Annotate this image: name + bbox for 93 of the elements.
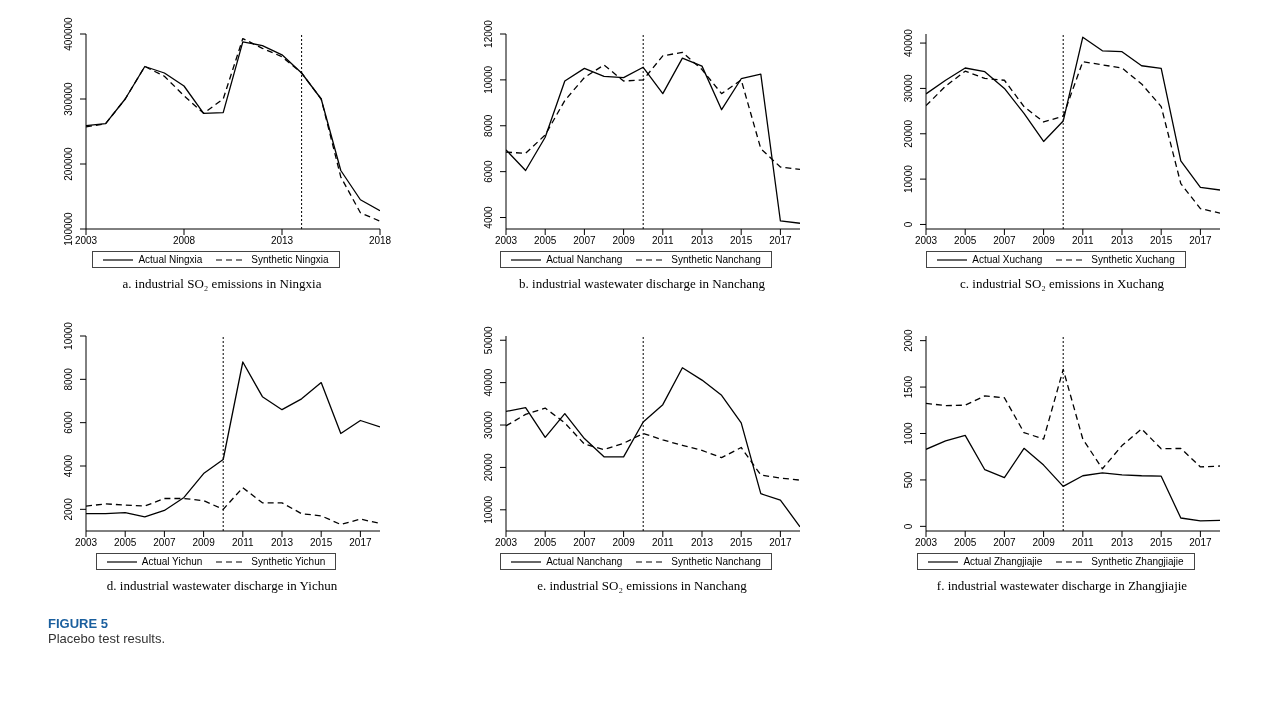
y-tick-label: 20000: [483, 453, 494, 482]
x-tick-label: 2015: [1150, 537, 1173, 549]
y-tick-label: 400000: [63, 16, 74, 51]
legend-label: Synthetic Yichun: [250, 556, 326, 567]
legend-label: Actual Yichun: [140, 556, 203, 567]
x-tick-label: 2003: [74, 235, 98, 247]
x-tick-label: 2003: [74, 537, 98, 549]
x-tick-label: 2013: [270, 537, 294, 549]
x-tick-label: 2011: [652, 537, 674, 549]
x-tick-label: 2017: [769, 235, 792, 247]
x-tick-label: 2011: [232, 537, 254, 549]
y-tick-label: 100000: [63, 211, 74, 246]
y-tick-label: 200000: [63, 146, 74, 181]
x-tick-label: 2005: [534, 537, 557, 549]
legend-label: Synthetic Zhangjiajie: [1090, 556, 1184, 567]
legend-label: Actual Nanchang: [545, 254, 623, 265]
x-tick-label: 2011: [1072, 537, 1094, 549]
x-tick-label: 2005: [954, 537, 977, 549]
y-tick-label: 20000: [903, 119, 914, 148]
text: f. industrial wastewater discharge in Zhangjiajie: [936, 578, 1188, 595]
x-tick-label: 2013: [1110, 235, 1134, 247]
legend-label: Synthetic Nanchang: [670, 254, 761, 265]
text: e. industrial SO₂ emissions in Nanchang: [537, 578, 747, 595]
x-tick-label: 2003: [914, 235, 938, 247]
y-tick-label: 1000: [903, 421, 914, 445]
x-tick-label: 2017: [349, 537, 372, 549]
x-tick-label: 2009: [1032, 235, 1056, 247]
y-tick-label: 4000: [63, 454, 74, 478]
y-tick-label: 50000: [483, 325, 494, 355]
y-tick-label: 30000: [903, 74, 914, 103]
y-tick-label: 40000: [903, 28, 914, 57]
x-tick-label: 2017: [769, 537, 792, 549]
x-tick-label: 2017: [1189, 235, 1212, 247]
legend-label: Actual Xuchang: [971, 254, 1043, 265]
x-tick-label: 2013: [690, 537, 714, 549]
y-tick-label: 10000: [483, 495, 494, 524]
x-tick-label: 2009: [612, 537, 636, 549]
x-tick-label: 2013: [690, 235, 714, 247]
x-tick-label: 2007: [993, 235, 1016, 247]
y-tick-label: 10000: [63, 321, 74, 350]
y-tick-label: 500: [903, 471, 914, 489]
x-tick-label: 2013: [270, 235, 294, 247]
y-tick-label: 1500: [903, 375, 914, 399]
x-tick-label: 2009: [612, 235, 636, 247]
x-tick-label: 2009: [192, 537, 216, 549]
legend-label: Actual Zhangjiajie: [962, 556, 1043, 567]
x-tick-label: 2005: [534, 235, 557, 247]
y-tick-label: 8000: [483, 114, 494, 137]
y-tick-label: 2000: [903, 329, 914, 352]
x-tick-label: 2007: [993, 537, 1016, 549]
x-tick-label: 2003: [494, 235, 518, 247]
x-tick-label: 2005: [114, 537, 137, 549]
text: c. industrial SO₂ emissions in Xuchang: [960, 276, 1164, 293]
x-tick-label: 2011: [1072, 235, 1094, 247]
x-tick-label: 2015: [730, 537, 753, 549]
x-tick-label: 2017: [1189, 537, 1212, 549]
legend-label: Actual Ningxia: [137, 254, 203, 265]
y-tick-label: 0: [903, 523, 914, 530]
x-tick-label: 2015: [310, 537, 333, 549]
y-tick-label: 10000: [483, 65, 494, 94]
y-tick-label: 2000: [63, 497, 74, 521]
y-tick-label: 30000: [483, 410, 494, 439]
legend-label: Actual Nanchang: [545, 556, 623, 567]
text: d. industrial wastewater discharge in Yichun: [106, 578, 338, 595]
x-tick-label: 2003: [914, 537, 938, 549]
text: Placebo test results.: [48, 631, 167, 646]
x-tick-label: 2005: [954, 235, 977, 247]
legend-label: Synthetic Nanchang: [670, 556, 761, 567]
x-tick-label: 2011: [652, 235, 674, 247]
caption: FIGURE 5: [48, 616, 109, 631]
y-tick-label: 300000: [63, 81, 74, 116]
text: b. industrial wastewater discharge in Nanchang: [519, 276, 765, 293]
legend-label: Synthetic Ningxia: [250, 254, 329, 265]
x-tick-label: 2007: [573, 537, 596, 549]
y-tick-label: 8000: [63, 367, 74, 391]
y-tick-label: 6000: [63, 411, 74, 434]
legend-label: Synthetic Xuchang: [1090, 254, 1175, 265]
x-tick-label: 2003: [494, 537, 518, 549]
text: a. industrial SO₂ emissions in Ningxia: [122, 276, 322, 293]
x-tick-label: 2007: [153, 537, 176, 549]
y-tick-label: 40000: [483, 368, 494, 397]
x-tick-label: 2015: [730, 235, 753, 247]
x-tick-label: 2009: [1032, 537, 1056, 549]
x-tick-label: 2018: [368, 235, 392, 247]
x-tick-label: 2013: [1110, 537, 1134, 549]
y-tick-label: 12000: [483, 19, 494, 48]
x-tick-label: 2008: [172, 235, 196, 247]
x-tick-label: 2007: [573, 235, 596, 247]
y-tick-label: 4000: [483, 205, 494, 229]
x-tick-label: 2015: [1150, 235, 1173, 247]
y-tick-label: 6000: [483, 160, 494, 183]
y-tick-label: 10000: [903, 164, 914, 194]
y-tick-label: 0: [903, 221, 914, 228]
